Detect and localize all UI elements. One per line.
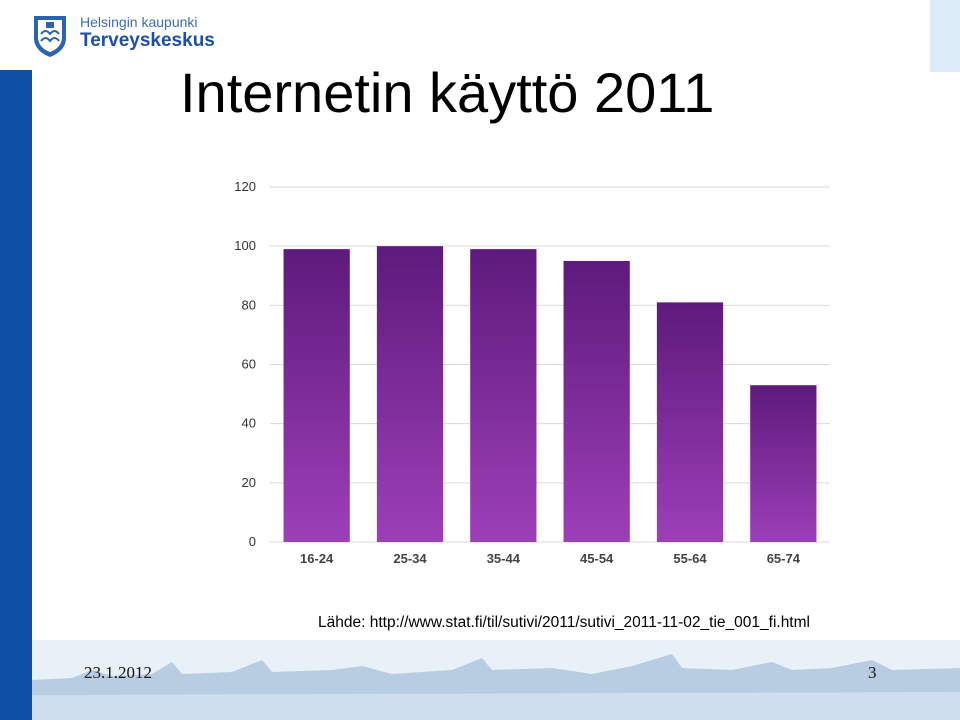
- x-category-label: 65-74: [767, 551, 801, 566]
- bar-35-44: [470, 249, 537, 542]
- x-category-label: 25-34: [393, 551, 427, 566]
- x-category-label: 45-54: [580, 551, 614, 566]
- bar-55-64: [656, 302, 724, 542]
- x-axis-categories: 16-24 25-34 35-44 45-54 55-64 65-74: [300, 551, 801, 566]
- footer-date: 23.1.2012: [84, 663, 152, 682]
- helsinki-crest-icon: [34, 16, 66, 57]
- y-tick-label: 60: [242, 357, 256, 372]
- bar-16-24: [283, 249, 350, 542]
- bar-chart: 0 20 40 60 80 100 120 16-24 25-34 35-44 45-54 55-6…: [234, 179, 830, 566]
- bar-65-74: [750, 385, 817, 542]
- y-tick-label: 100: [234, 238, 256, 253]
- top-right-accent: [930, 0, 960, 72]
- y-tick-label: 120: [234, 179, 256, 194]
- source-citation: Lähde: http://www.stat.fi/til/sutivi/201…: [318, 614, 810, 631]
- city-skyline-image: [32, 640, 960, 720]
- x-category-label: 16-24: [300, 551, 334, 566]
- bar-25-34: [376, 246, 444, 542]
- left-brand-band: [0, 70, 32, 720]
- logo: Helsingin kaupunki Terveyskeskus: [30, 12, 220, 58]
- x-category-label: 35-44: [487, 551, 521, 566]
- x-category-label: 55-64: [673, 551, 707, 566]
- y-tick-label: 20: [242, 475, 256, 490]
- y-axis-ticks: 0 20 40 60 80 100 120: [234, 179, 256, 549]
- y-tick-label: 0: [249, 534, 256, 549]
- y-tick-label: 40: [242, 416, 256, 431]
- bars: [283, 246, 817, 542]
- page-number: 3: [868, 663, 877, 682]
- page-title: Internetin käyttö 2011: [180, 61, 715, 124]
- y-tick-label: 80: [242, 297, 256, 312]
- bar-45-54: [563, 260, 630, 542]
- grid-lines: [270, 186, 830, 543]
- org-unit: Terveyskeskus: [80, 30, 215, 51]
- org-name: Helsingin kaupunki: [80, 14, 198, 30]
